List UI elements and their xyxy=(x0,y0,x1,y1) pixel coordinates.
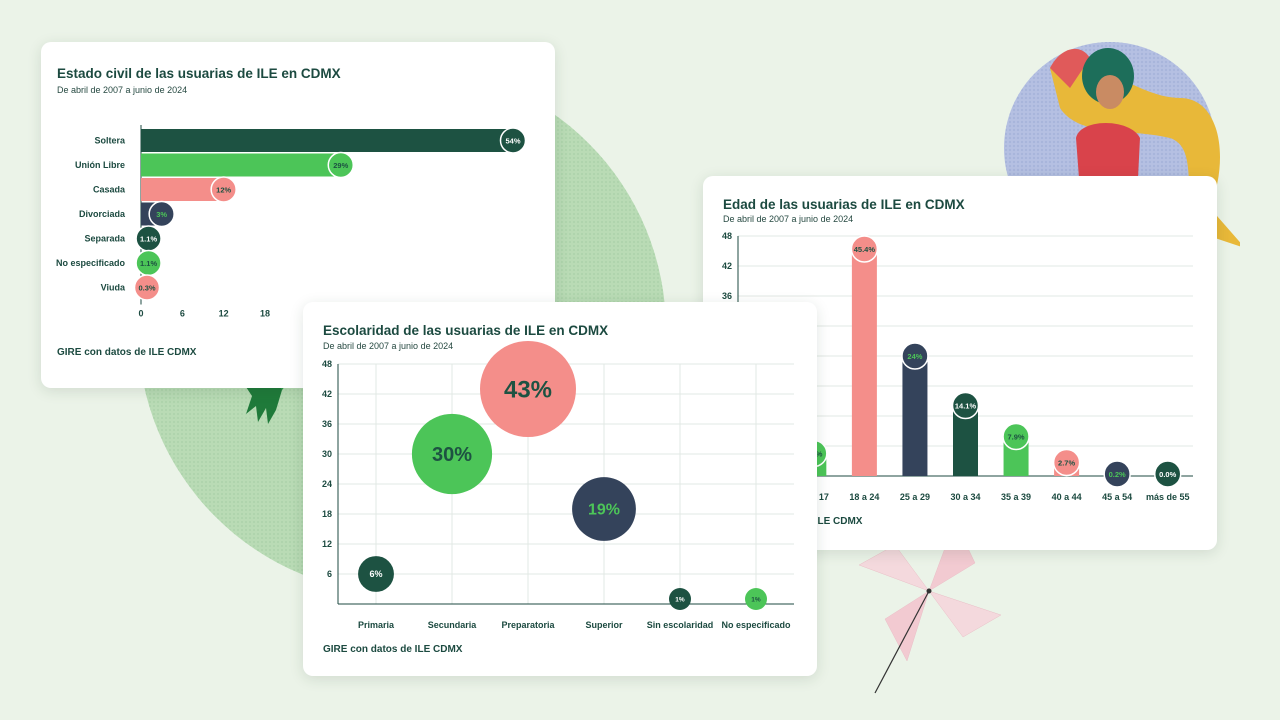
age-chart: 6121824303642480.6%11 a 144.5%15 a 1745.… xyxy=(722,231,1193,502)
age-value-label: 24% xyxy=(907,352,922,361)
edu-y-tick: 36 xyxy=(322,419,332,429)
edu-bubble xyxy=(358,556,394,592)
age-value-label: 7.9% xyxy=(1008,433,1025,442)
civil-bar xyxy=(141,178,224,201)
age-y-tick: 36 xyxy=(722,291,732,301)
civil-status-chart: 0 6 12 18 Soltera 54% Unión Libre 29% Casada 12% D… xyxy=(56,125,527,319)
edu-bubble xyxy=(411,413,493,495)
edu-y-tick: 6 xyxy=(327,569,332,579)
civil-value-label: 0.3% xyxy=(138,284,155,293)
age-value-bubble xyxy=(1052,448,1081,477)
age-value-bubble xyxy=(1103,460,1131,488)
edu-bubble xyxy=(480,341,576,437)
edu-value-label: 30% xyxy=(432,444,472,466)
age-bar xyxy=(851,249,877,476)
edu-value-label: 43% xyxy=(504,376,552,403)
civil-value-bubble xyxy=(210,176,237,203)
edu-category-label: Primaria xyxy=(358,620,395,630)
education-chart: 6 12 18 24 30 36 42 48 6% Primaria 30% Secundaria 43… xyxy=(322,341,794,630)
civil-category-label: Viuda xyxy=(101,283,126,293)
age-value-bubble xyxy=(951,391,980,420)
civil-value-label: 12% xyxy=(216,186,231,195)
edu-y-tick: 12 xyxy=(322,539,332,549)
civil-category-label: Soltera xyxy=(94,136,126,146)
civil-value-label: 54% xyxy=(505,137,520,146)
edu-y-tick: 48 xyxy=(322,359,332,369)
age-value-bubble xyxy=(850,235,879,263)
edu-y-tick: 18 xyxy=(322,509,332,519)
education-chart-subtitle: De abril de 2007 a junio de 2024 xyxy=(323,341,454,351)
civil-x-tick: 12 xyxy=(219,309,229,319)
edu-value-label: 19% xyxy=(588,502,620,519)
edu-category-label: Superior xyxy=(585,620,623,630)
civil-category-label: Separada xyxy=(84,234,126,244)
civil-value-bubble xyxy=(133,274,161,301)
age-category-label: 45 a 54 xyxy=(1102,492,1132,502)
age-value-bubble xyxy=(901,342,929,370)
age-category-label: 35 a 39 xyxy=(1001,492,1031,502)
civil-bar xyxy=(141,129,513,152)
edu-category-label: No especificado xyxy=(721,620,791,630)
age-category-label: más de 55 xyxy=(1146,492,1190,502)
edu-y-tick: 24 xyxy=(322,479,332,489)
civil-bar xyxy=(141,153,341,177)
age-chart-subtitle: De abril de 2007 a junio de 2024 xyxy=(723,214,854,224)
civil-status-card: Estado civil de las usuarias de ILE en C… xyxy=(41,42,555,388)
age-category-label: 40 a 44 xyxy=(1052,492,1082,502)
age-value-label: 2.7% xyxy=(1058,459,1075,468)
civil-category-label: No especificado xyxy=(56,258,126,268)
civil-value-bubble xyxy=(499,127,527,154)
civil-value-bubble xyxy=(148,200,175,228)
edu-category-label: Secundaria xyxy=(428,620,478,630)
edu-bubble xyxy=(745,588,767,610)
age-category-label: 18 a 24 xyxy=(849,492,879,502)
civil-x-tick: 18 xyxy=(260,309,270,319)
civil-x-tick: 0 xyxy=(138,309,143,319)
age-value-label: 0.2% xyxy=(1109,470,1126,479)
civil-chart-source: GIRE con datos de ILE CDMX xyxy=(57,347,197,358)
pinwheel-icon xyxy=(858,520,1002,694)
civil-value-bubble xyxy=(327,151,355,179)
edu-y-tick: 42 xyxy=(322,389,332,399)
education-card: Escolaridad de las usuarias de ILE en CD… xyxy=(303,302,817,676)
age-y-tick: 48 xyxy=(722,231,732,241)
civil-chart-subtitle: De abril de 2007 a junio de 2024 xyxy=(57,85,188,95)
civil-category-label: Unión Libre xyxy=(75,160,125,170)
age-category-label: 25 a 29 xyxy=(900,492,930,502)
edu-bubble xyxy=(669,588,691,610)
age-value-label: 45.4% xyxy=(854,245,876,254)
civil-category-label: Casada xyxy=(93,185,126,195)
age-chart-title: Edad de las usuarias de ILE en CDMX xyxy=(723,197,965,212)
civil-category-label: Divorciada xyxy=(79,209,126,219)
edu-value-label: 1% xyxy=(675,596,685,603)
civil-value-label: 1.1% xyxy=(140,235,157,244)
age-bar xyxy=(902,356,928,476)
education-chart-source: GIRE con datos de ILE CDMX xyxy=(323,644,463,655)
age-category-label: 30 a 34 xyxy=(950,492,980,502)
edu-category-label: Preparatoria xyxy=(501,620,555,630)
civil-chart-title: Estado civil de las usuarias de ILE en C… xyxy=(57,66,341,81)
age-y-tick: 42 xyxy=(722,261,732,271)
age-value-bubble xyxy=(1153,460,1182,488)
civil-value-label: 3% xyxy=(156,210,167,219)
civil-value-label: 1.1% xyxy=(140,259,157,268)
civil-x-tick: 6 xyxy=(180,309,185,319)
education-chart-title: Escolaridad de las usuarias de ILE en CD… xyxy=(323,323,609,338)
edu-category-label: Sin escolaridad xyxy=(647,620,714,630)
age-value-label: 0.0% xyxy=(1159,470,1176,479)
edu-bubble xyxy=(572,477,636,541)
edu-value-label: 1% xyxy=(751,596,761,603)
age-value-bubble xyxy=(1002,422,1030,451)
edu-y-tick: 30 xyxy=(322,449,332,459)
edu-value-label: 6% xyxy=(369,569,382,579)
age-value-label: 14.1% xyxy=(955,402,977,411)
civil-value-label: 29% xyxy=(333,161,348,170)
